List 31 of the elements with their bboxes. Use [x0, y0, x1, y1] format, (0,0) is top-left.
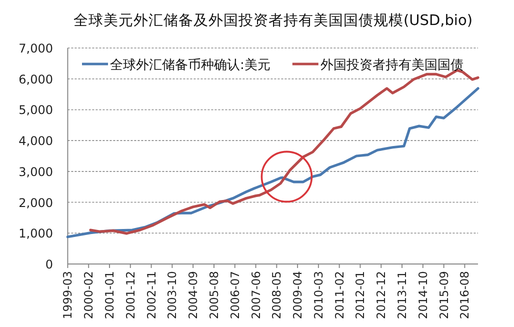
x-tick-label: 2014-10: [416, 271, 430, 320]
x-tick-label: 2012-12: [374, 271, 388, 320]
x-tick-label: 2016-08: [458, 271, 472, 320]
x-tick-label: 2008-05: [270, 271, 284, 320]
y-tick-label: 1,000: [18, 226, 53, 241]
x-tick-label: 2002-11: [144, 271, 158, 320]
x-tick-label: 2003-10: [165, 271, 180, 320]
x-tick-label: 2009-04: [290, 271, 305, 320]
x-tick-label: 2011-02: [332, 271, 346, 320]
y-tick-label: 0: [45, 258, 53, 272]
legend-label: 外国投资者持有美国国债: [320, 57, 464, 73]
x-tick-label: 2012-01: [353, 271, 368, 320]
chart-title: 全球美元外汇储备及外国投资者持有美国国债规模(USD,bio): [73, 12, 473, 29]
x-tick-label: 2013-11: [395, 271, 410, 320]
y-tick-label: 3,000: [18, 164, 53, 179]
x-tick-label: 2015-09: [436, 271, 451, 320]
x-tick-label: 2010-03: [311, 271, 326, 320]
y-tick-label: 7,000: [18, 42, 53, 56]
x-tick-label: 2001-12: [123, 271, 138, 320]
x-tick-label: 1999-03: [60, 271, 75, 320]
x-tick-label: 2000-02: [82, 271, 96, 320]
x-tick-label: 2004-09: [186, 271, 200, 320]
x-tick-label: 2001-01: [102, 271, 116, 320]
x-tick-label: 2007-06: [248, 271, 263, 320]
x-tick-label: 2006-07: [228, 271, 242, 320]
y-tick-label: 2,000: [18, 196, 53, 210]
y-tick-label: 5,000: [18, 103, 53, 118]
legend-label: 全球外汇储备币种确认:美元: [110, 57, 270, 73]
x-tick-label: 2005-08: [206, 271, 221, 320]
y-tick-label: 4,000: [18, 134, 53, 148]
y-tick-label: 6,000: [18, 72, 53, 86]
